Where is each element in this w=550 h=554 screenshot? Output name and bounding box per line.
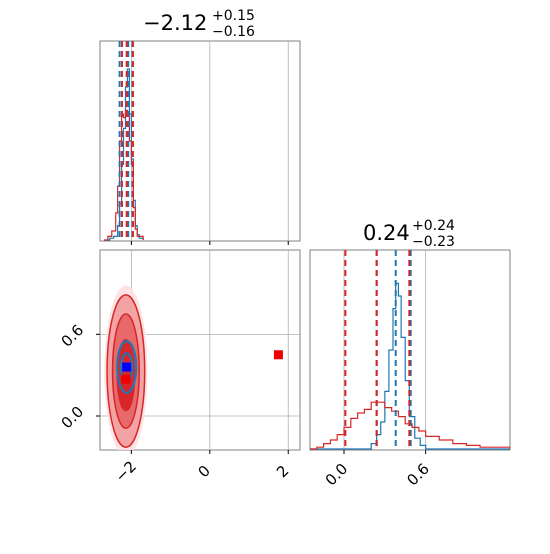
histogram-p0-series-a bbox=[105, 68, 144, 241]
title-p0-sup: +0.15 bbox=[212, 8, 255, 24]
tick-label-p0-2: 2 bbox=[273, 462, 292, 481]
marker-series-a bbox=[122, 362, 132, 372]
panel-frame-p0-histogram bbox=[99, 40, 301, 242]
tick-label-p0-1: 0 bbox=[195, 462, 214, 481]
marker-layer bbox=[121, 350, 283, 384]
histogram-p1-series-b bbox=[310, 401, 510, 450]
title-p0: −2.12 bbox=[143, 11, 207, 35]
title-p0-sub: −0.16 bbox=[212, 24, 255, 40]
contour-a-0 bbox=[116, 340, 138, 394]
histogram-layer bbox=[103, 68, 510, 450]
quantile-line-layer bbox=[118, 41, 412, 450]
tick-label-p1-left-1: 0.6 bbox=[58, 321, 88, 351]
histogram-p0-series-b bbox=[103, 109, 144, 241]
marker-series-b-1 bbox=[273, 350, 283, 360]
title-p1-sub: −0.23 bbox=[412, 234, 455, 250]
tick-label-p1-left-0: 0.0 bbox=[58, 403, 88, 433]
title-p1-main: 0.24 bbox=[363, 221, 410, 245]
grid-layer bbox=[100, 41, 427, 450]
tick-label-p1-bottom-0: 0.0 bbox=[322, 460, 352, 490]
tick-label-p0-0: −2 bbox=[112, 457, 140, 485]
marker-series-b-0 bbox=[121, 374, 131, 384]
title-p0-main: −2.12 bbox=[143, 11, 207, 35]
panel-frame-joint bbox=[99, 249, 301, 451]
title-p1-sup: +0.24 bbox=[412, 218, 455, 234]
title-p1: 0.24 bbox=[363, 221, 410, 245]
tick-label-p1-bottom-1: 0.6 bbox=[403, 460, 433, 490]
